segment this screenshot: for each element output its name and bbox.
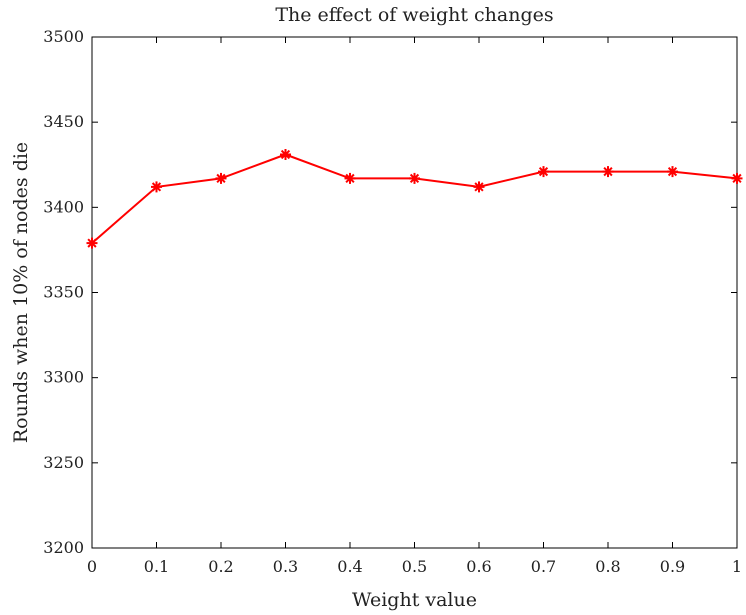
x-tick-label: 1 — [732, 557, 742, 576]
x-axis-label: Weight value — [352, 589, 477, 611]
chart-title: The effect of weight changes — [275, 4, 553, 26]
x-tick-label: 0.1 — [144, 557, 169, 576]
x-tick-label: 0.6 — [466, 557, 491, 576]
x-tick-label: 0.3 — [273, 557, 298, 576]
data-point — [731, 172, 743, 184]
x-tick-label: 0.5 — [402, 557, 427, 576]
x-tick-label: 0.9 — [660, 557, 685, 576]
x-tick-label: 0.8 — [595, 557, 620, 576]
x-tick-label: 0.4 — [337, 557, 362, 576]
data-point — [602, 166, 614, 178]
data-point — [151, 181, 162, 193]
y-tick-label: 3350 — [43, 283, 84, 302]
data-point — [667, 166, 678, 178]
x-tick-label: 0 — [87, 557, 97, 576]
y-tick-label: 3500 — [43, 27, 84, 46]
data-point — [215, 172, 227, 184]
y-tick-label: 3200 — [43, 538, 84, 557]
y-tick-label: 3300 — [43, 368, 84, 387]
data-point — [409, 172, 420, 184]
y-tick-label: 3250 — [43, 453, 84, 472]
tick-labels: 0 0.1 0.2 0.3 0.4 0.5 0.6 0.7 0.8 0.9 1 3200 3250 330… — [43, 27, 742, 576]
data-point — [473, 181, 485, 193]
data-point — [280, 149, 291, 160]
series-layer — [86, 149, 743, 249]
x-tick-label: 0.2 — [208, 557, 233, 576]
plot-area — [91, 36, 738, 549]
x-tick-label: 0.7 — [531, 557, 556, 576]
axis-ticks — [91, 36, 738, 549]
y-axis-label: Rounds when 10% of nodes die — [10, 142, 32, 443]
data-point — [86, 237, 98, 249]
data-point — [538, 166, 549, 178]
y-tick-label: 3400 — [43, 197, 84, 216]
y-tick-label: 3450 — [43, 112, 84, 131]
data-point — [344, 172, 356, 184]
